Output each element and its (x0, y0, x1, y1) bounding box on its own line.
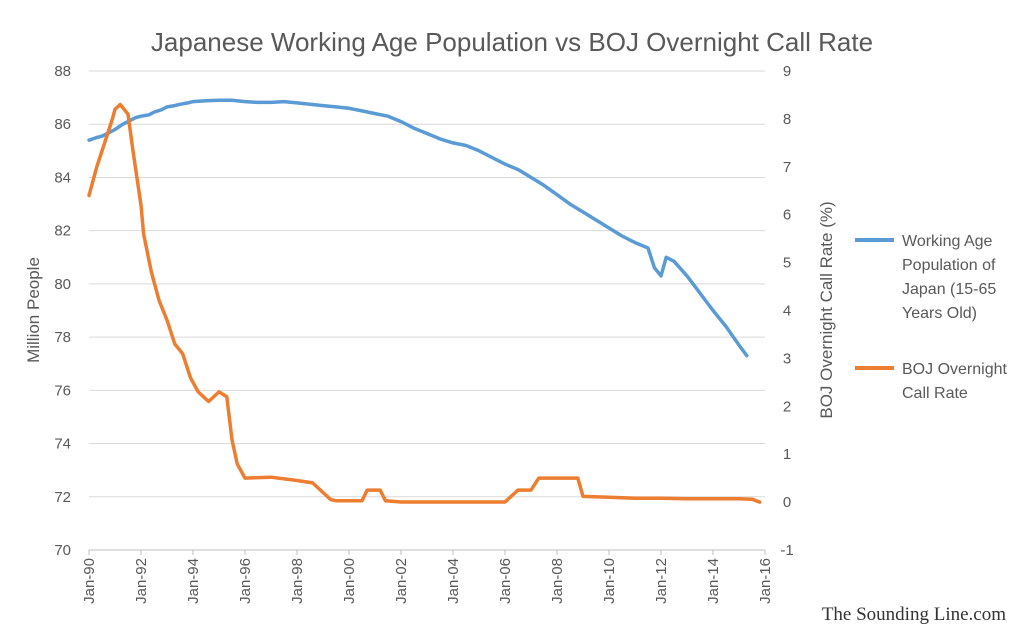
series-lines (87, 98, 762, 504)
legend-label-line: Population of (902, 257, 996, 274)
legend-label-line: BOJ Overnight (902, 361, 1007, 378)
x-tick-label: Jan-00 (341, 558, 358, 604)
y-left-tick-label: 72 (54, 489, 71, 506)
x-tick-label: Jan-98 (289, 558, 306, 604)
y-right-tick-label: 8 (783, 111, 791, 128)
y-right-tick-label: 6 (783, 207, 791, 224)
x-tick-label: Jan-02 (393, 558, 410, 604)
source-credit: The Sounding Line.com (822, 604, 1006, 625)
y-right-tick-label: 3 (783, 350, 791, 367)
chart-title: Japanese Working Age Population vs BOJ O… (151, 27, 873, 57)
y-right-tick-label: -1 (780, 542, 793, 559)
y-left-tick-label: 76 (54, 382, 71, 399)
legend-label-line: Call Rate (902, 385, 968, 402)
y-right-tick-label: 5 (783, 255, 791, 272)
legend-item-boj-rate: BOJ Overnight Call Rate (855, 361, 1007, 402)
x-tick-label: Jan-04 (445, 558, 462, 604)
y-left-tick-label: 80 (54, 276, 71, 293)
x-tick-label: Jan-92 (133, 558, 150, 604)
legend-item-working-age: Working Age Population of Japan (15-65 Y… (855, 233, 996, 322)
x-tick-label: Jan-90 (81, 558, 98, 604)
y-right-tick-label: 0 (783, 494, 791, 511)
x-tick-label: Jan-12 (653, 558, 670, 604)
legend: Working Age Population of Japan (15-65 Y… (855, 233, 1007, 402)
x-tick-label: Jan-14 (705, 558, 722, 604)
x-tick-label: Jan-16 (757, 558, 774, 604)
y-left-tick-label: 70 (54, 542, 71, 559)
x-tick-label: Jan-06 (497, 558, 514, 604)
x-tick-label: Jan-96 (237, 558, 254, 604)
y-right-tick-label: 7 (783, 159, 791, 176)
y-right-tick-label: 2 (783, 398, 791, 415)
gridlines (89, 70, 765, 551)
legend-label-line: Japan (15-65 (902, 281, 996, 298)
x-tick-label: Jan-08 (549, 558, 566, 604)
y-left-tick-label: 78 (54, 329, 71, 346)
legend-label-line: Working Age (902, 233, 993, 250)
series-line-working-age (87, 98, 749, 358)
y-left-tick-label: 86 (54, 116, 71, 133)
y-right-tick-label: 1 (783, 446, 791, 463)
series-line-boj-rate (87, 102, 762, 504)
y-axis-left-title: Million People (24, 257, 43, 363)
y-right-tick-label: 9 (783, 63, 791, 80)
x-tick-label: Jan-94 (185, 558, 202, 604)
y-left-tick-label: 84 (54, 169, 71, 186)
y-left-tick-label: 74 (54, 436, 71, 453)
y-axis-right-title: BOJ Overnight Call Rate (%) (817, 201, 836, 418)
y-left-tick-label: 82 (54, 223, 71, 240)
y-right-tick-label: 4 (783, 303, 791, 320)
legend-label-line: Years Old) (902, 305, 977, 322)
x-tick-label: Jan-10 (601, 558, 618, 604)
y-left-tick-label: 88 (54, 63, 71, 80)
